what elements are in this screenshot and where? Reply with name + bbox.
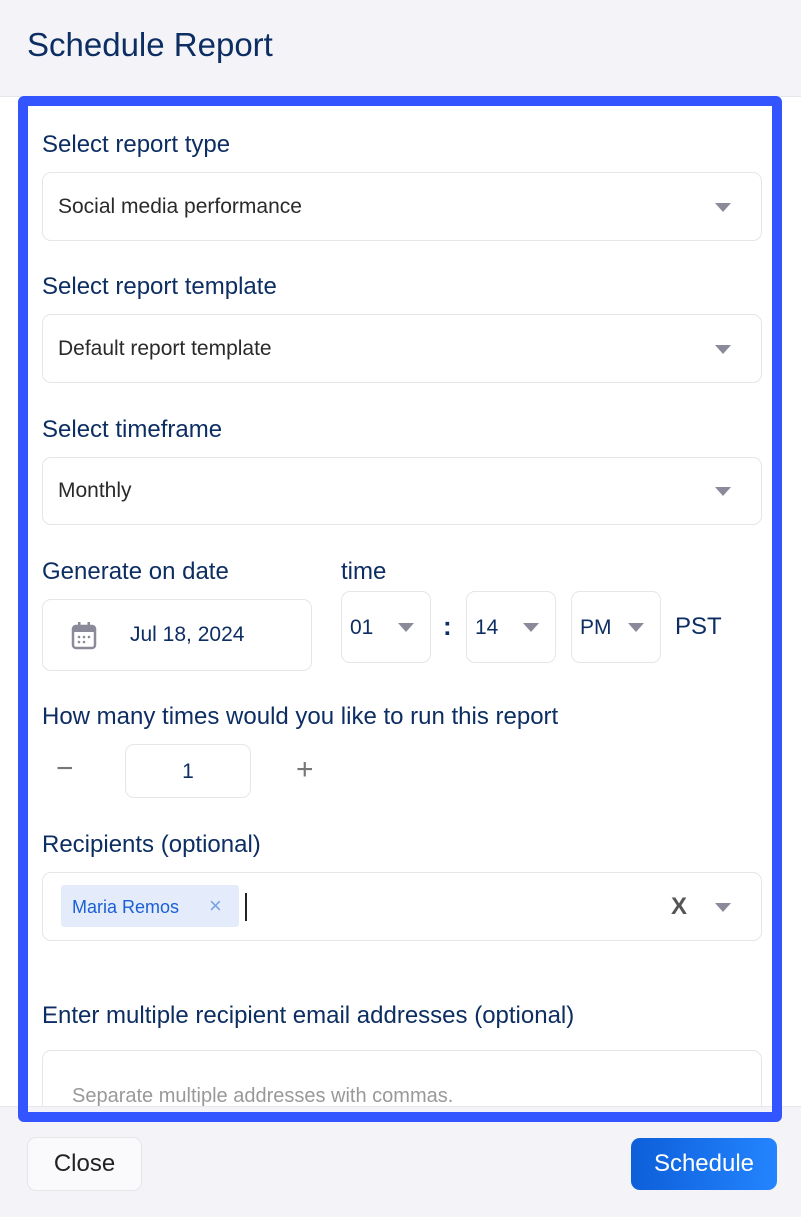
minute-value: 14 xyxy=(475,616,499,639)
date-label: Generate on date xyxy=(42,558,229,585)
time-label: time xyxy=(341,558,387,585)
text-cursor xyxy=(245,893,247,921)
chip-remove-icon[interactable]: × xyxy=(209,893,222,918)
chevron-down-icon xyxy=(715,202,731,212)
timezone-label: PST xyxy=(675,613,722,640)
timeframe-label: Select timeframe xyxy=(42,416,223,443)
ampm-value: PM xyxy=(580,616,612,639)
recipient-chip: Maria Remos × xyxy=(61,885,239,927)
report-type-label: Select report type xyxy=(42,131,231,158)
dialog-header: Schedule Report xyxy=(0,0,801,97)
chevron-down-icon xyxy=(398,623,414,632)
report-type-select[interactable]: Social media performance xyxy=(42,172,762,241)
chevron-down-icon xyxy=(715,344,731,354)
time-separator: : xyxy=(443,611,452,641)
recipients-label: Recipients (optional) xyxy=(42,831,261,858)
dialog-title: Schedule Report xyxy=(27,26,273,63)
minute-select[interactable]: 14 xyxy=(466,591,556,663)
emails-placeholder: Separate multiple addresses with commas. xyxy=(72,1085,454,1107)
report-template-select[interactable]: Default report template xyxy=(42,314,762,383)
timeframe-value: Monthly xyxy=(58,479,132,502)
close-button[interactable]: Close xyxy=(27,1137,142,1191)
chevron-down-icon xyxy=(715,902,731,912)
date-value: Jul 18, 2024 xyxy=(130,623,245,646)
timeframe-select[interactable]: Monthly xyxy=(42,457,762,525)
clear-icon[interactable]: X xyxy=(671,893,688,920)
chevron-down-icon xyxy=(523,623,539,632)
runs-value: 1 xyxy=(182,760,194,783)
runs-input[interactable]: 1 xyxy=(125,744,251,798)
recipient-chip-name: Maria Remos xyxy=(72,897,180,917)
ampm-select[interactable]: PM xyxy=(571,591,661,663)
report-template-label: Select report template xyxy=(42,273,277,300)
runs-label: How many times would you like to run thi… xyxy=(42,703,559,730)
dialog-footer: Close Schedule xyxy=(0,1106,801,1217)
report-type-value: Social media performance xyxy=(58,194,302,218)
chevron-down-icon xyxy=(715,487,731,496)
increment-button[interactable]: + xyxy=(296,753,314,786)
emails-label: Enter multiple recipient email addresses… xyxy=(42,1002,575,1029)
calendar-icon xyxy=(71,622,97,650)
hour-value: 01 xyxy=(350,616,374,639)
hour-select[interactable]: 01 xyxy=(341,591,431,663)
schedule-button[interactable]: Schedule xyxy=(631,1138,777,1190)
chevron-down-icon xyxy=(628,623,644,632)
report-template-value: Default report template xyxy=(58,336,272,360)
date-picker[interactable]: Jul 18, 2024 xyxy=(42,599,312,671)
decrement-button[interactable]: − xyxy=(56,752,74,785)
recipients-select[interactable]: Maria Remos × X xyxy=(42,872,762,941)
